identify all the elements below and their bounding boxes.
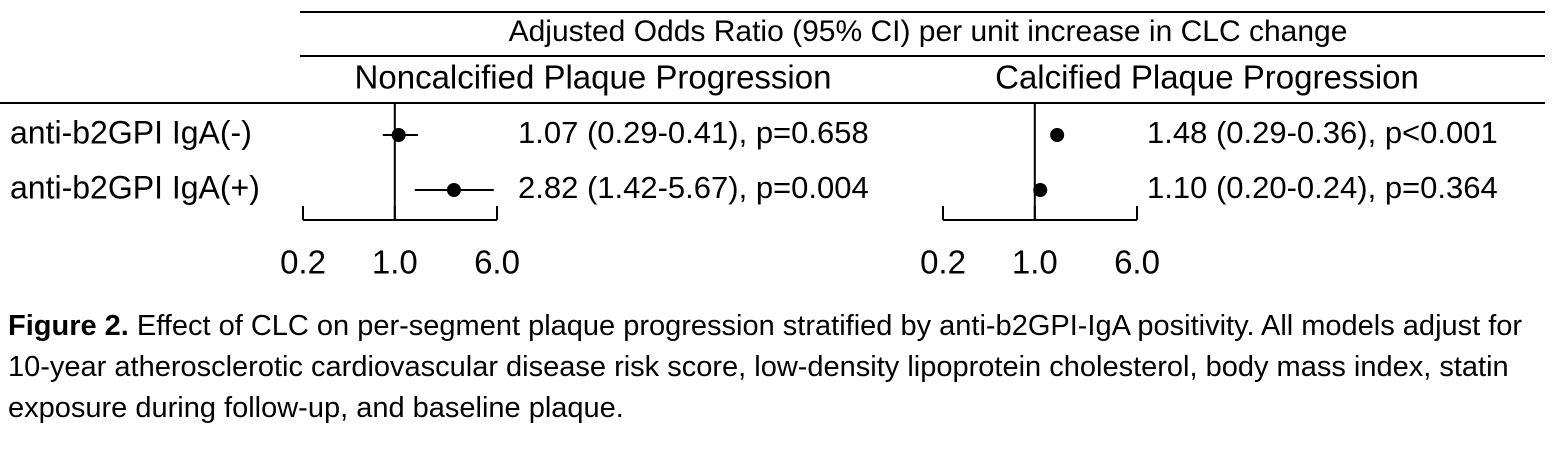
point-estimate [1033,183,1048,197]
header: Adjusted Odds Ratio (95% CI) per unit in… [509,15,1348,48]
x-tick-label: 6.0 [1114,244,1160,281]
row-label: anti-b2GPI IgA(-) [10,114,252,150]
row-label: anti-b2GPI IgA(+) [10,169,260,205]
x-tick-label: 0.2 [920,244,966,281]
panel-title: Calcified Plaque Progression [995,59,1419,96]
estimate-label: 1.07 (0.29-0.41), p=0.658 [518,115,869,150]
x-tick-label: 0.2 [280,244,326,281]
forest-plot: Adjusted Odds Ratio (95% CI) per unit in… [0,11,1545,281]
estimate-label: 1.48 (0.29-0.36), p<0.001 [1147,115,1498,150]
x-tick-label: 1.0 [372,244,418,281]
x-tick-label: 6.0 [474,244,520,281]
estimate-label: 2.82 (1.42-5.67), p=0.004 [518,170,869,205]
caption: Figure 2. Effect of CLC on per-segment p… [8,306,1553,429]
x-tick-label: 1.0 [1012,244,1058,281]
caption-text: Effect of CLC on per-segment plaque prog… [8,310,1523,424]
estimate-label: 1.10 (0.20-0.24), p=0.364 [1147,170,1498,205]
point-estimate [391,128,406,142]
point-estimate [446,183,461,197]
caption-label: Figure 2. [8,310,129,342]
panel-title: Noncalcified Plaque Progression [355,59,832,96]
point-estimate [1050,128,1065,142]
